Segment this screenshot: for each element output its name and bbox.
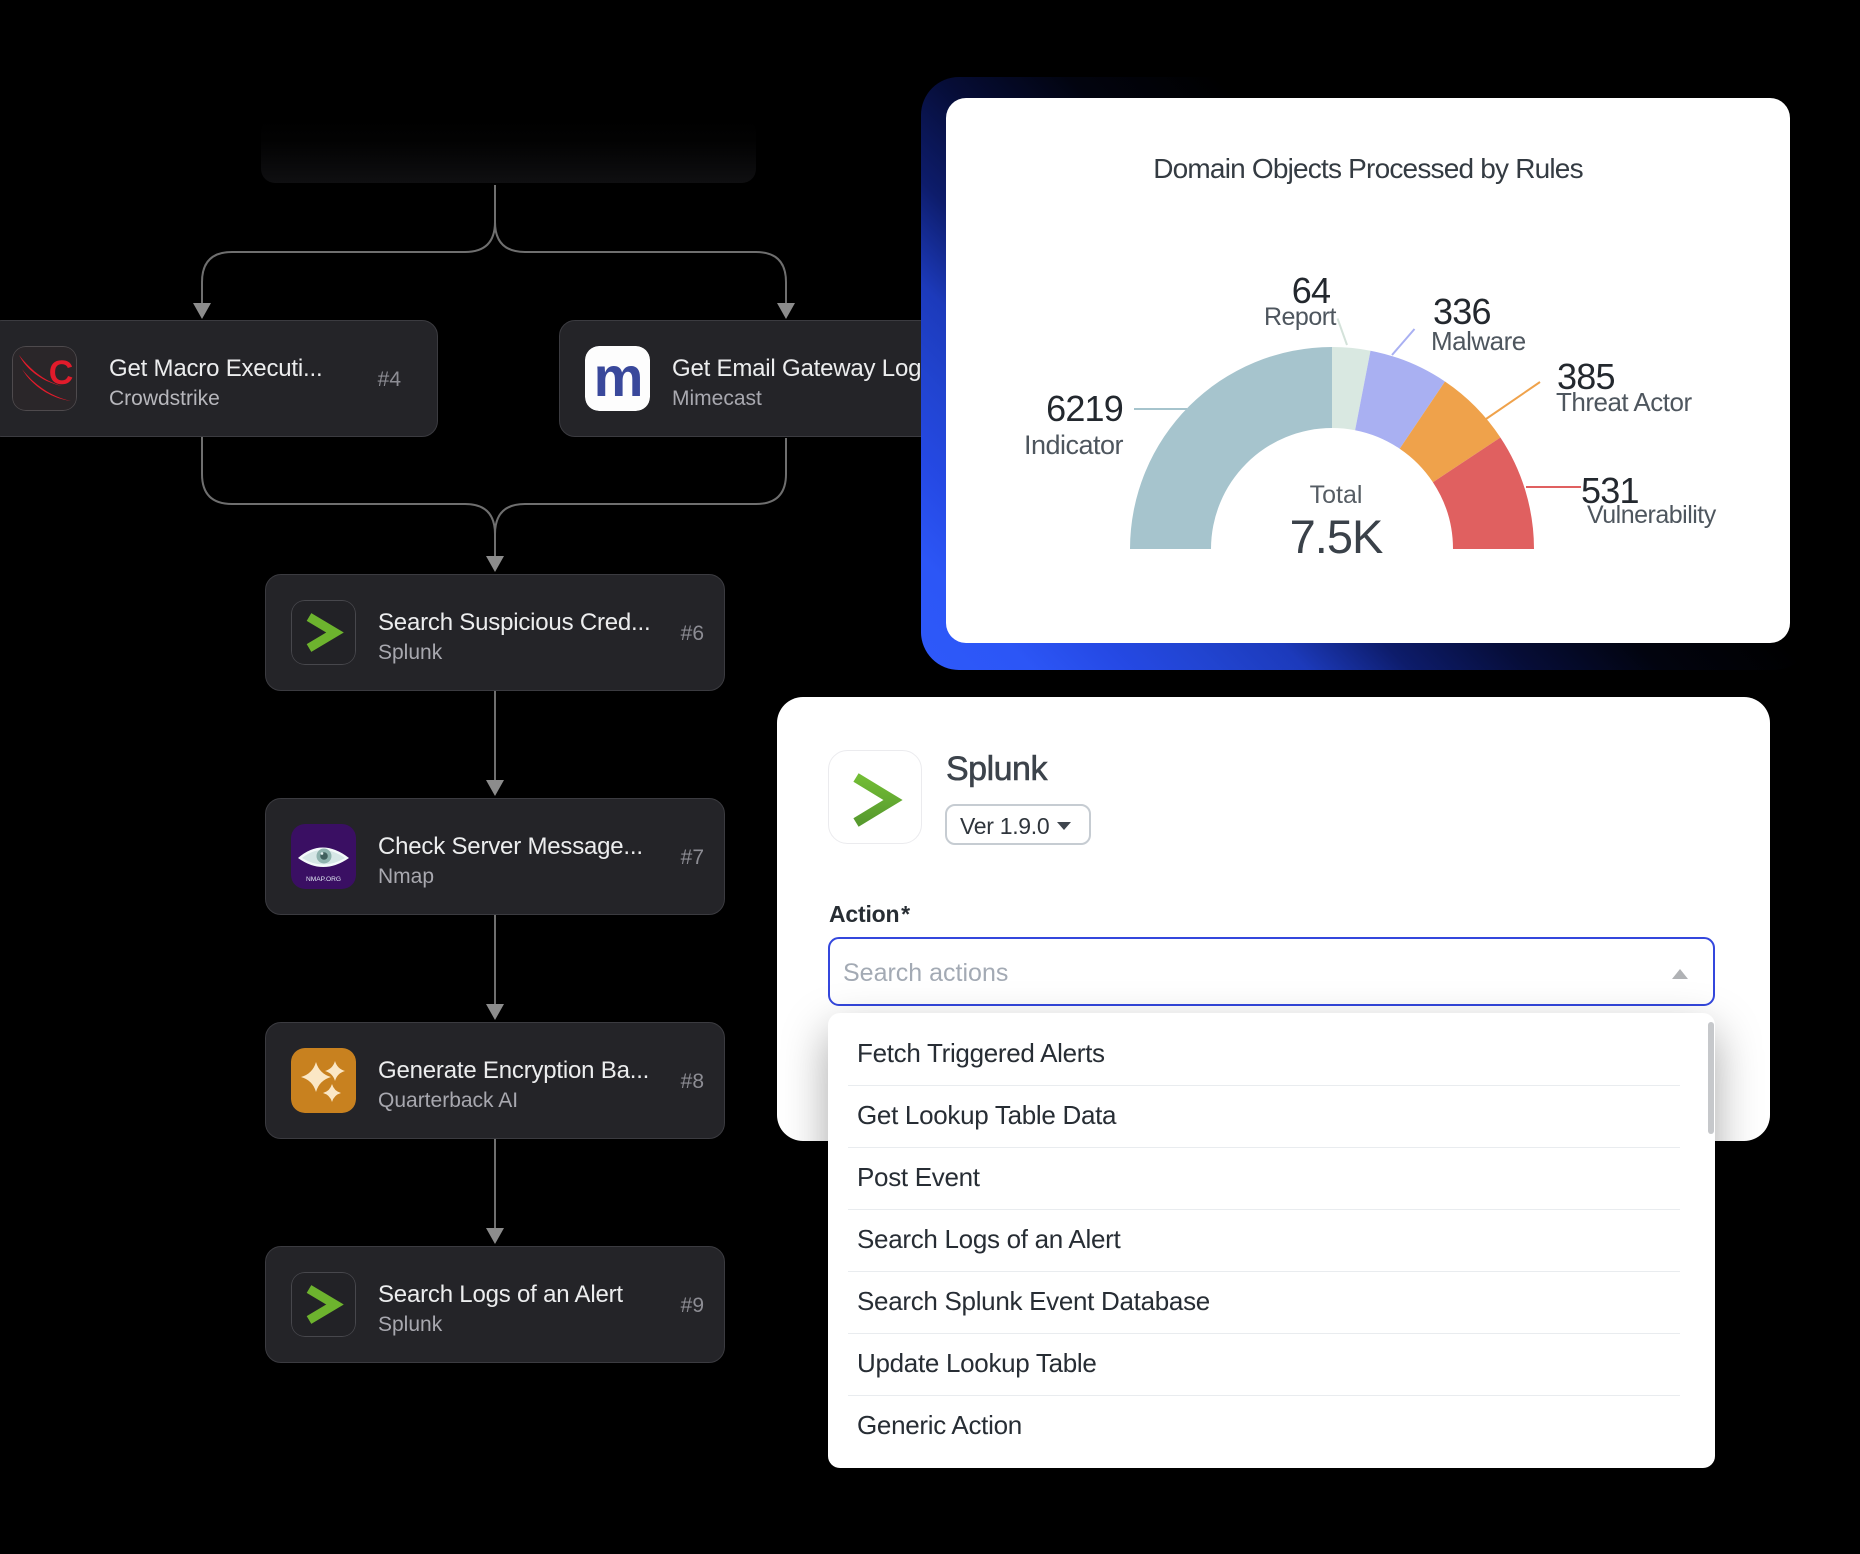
svg-text:NMAP.ORG: NMAP.ORG — [306, 876, 341, 883]
svg-text:C: C — [49, 354, 74, 392]
svg-text:m: m — [594, 346, 642, 408]
